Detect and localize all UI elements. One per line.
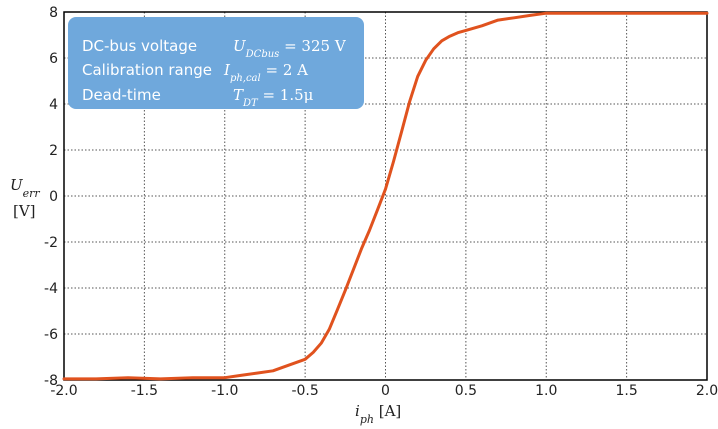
annotation-label-0: DC-bus voltage bbox=[82, 37, 197, 55]
x-tick-label: 0.5 bbox=[455, 383, 477, 399]
x-axis-label: iph [A] bbox=[355, 402, 401, 426]
y-tick-label: 8 bbox=[49, 5, 58, 21]
y-axis-unit: [V] bbox=[13, 202, 36, 220]
y-tick-label: 0 bbox=[49, 189, 58, 205]
x-axis-text: iph [A] bbox=[355, 402, 401, 426]
x-tick-label: -0.5 bbox=[291, 383, 318, 399]
x-tick-label: -1.5 bbox=[131, 383, 158, 399]
y-axis-label: Uerr [V] bbox=[10, 176, 40, 220]
x-tick-labels: -2.0 -1.5 -1.0 -0.5 0 0.5 1.0 1.5 2.0 bbox=[50, 383, 718, 399]
y-tick-label: 2 bbox=[49, 143, 58, 159]
plot-frame bbox=[63, 11, 708, 381]
annotation-background bbox=[68, 17, 364, 109]
x-tick-label: 2.0 bbox=[696, 383, 718, 399]
x-tick-label: -2.0 bbox=[50, 383, 77, 399]
x-tick-label: 1.5 bbox=[615, 383, 637, 399]
y-tick-label: -2 bbox=[44, 235, 58, 251]
x-tick-label: 1.0 bbox=[535, 383, 557, 399]
y-tick-label: -4 bbox=[44, 281, 58, 297]
y-axis-symbol: Uerr bbox=[10, 176, 40, 200]
y-tick-label: -6 bbox=[44, 327, 58, 343]
y-tick-label: 6 bbox=[49, 51, 58, 67]
y-tick-label: 4 bbox=[49, 97, 58, 113]
x-tick-label: -1.0 bbox=[211, 383, 238, 399]
annotation-label-1: Calibration range bbox=[82, 61, 212, 79]
x-tick-label: 0 bbox=[381, 383, 390, 399]
y-tick-labels: -8 -6 -4 -2 0 2 4 6 8 bbox=[44, 5, 58, 389]
annotation-box: DC-bus voltage Calibration range Dead-ti… bbox=[68, 17, 364, 109]
y-tick-label: -8 bbox=[44, 373, 58, 389]
annotation-label-2: Dead-time bbox=[82, 86, 161, 104]
grid bbox=[64, 12, 707, 380]
series-line bbox=[62, 11, 709, 381]
